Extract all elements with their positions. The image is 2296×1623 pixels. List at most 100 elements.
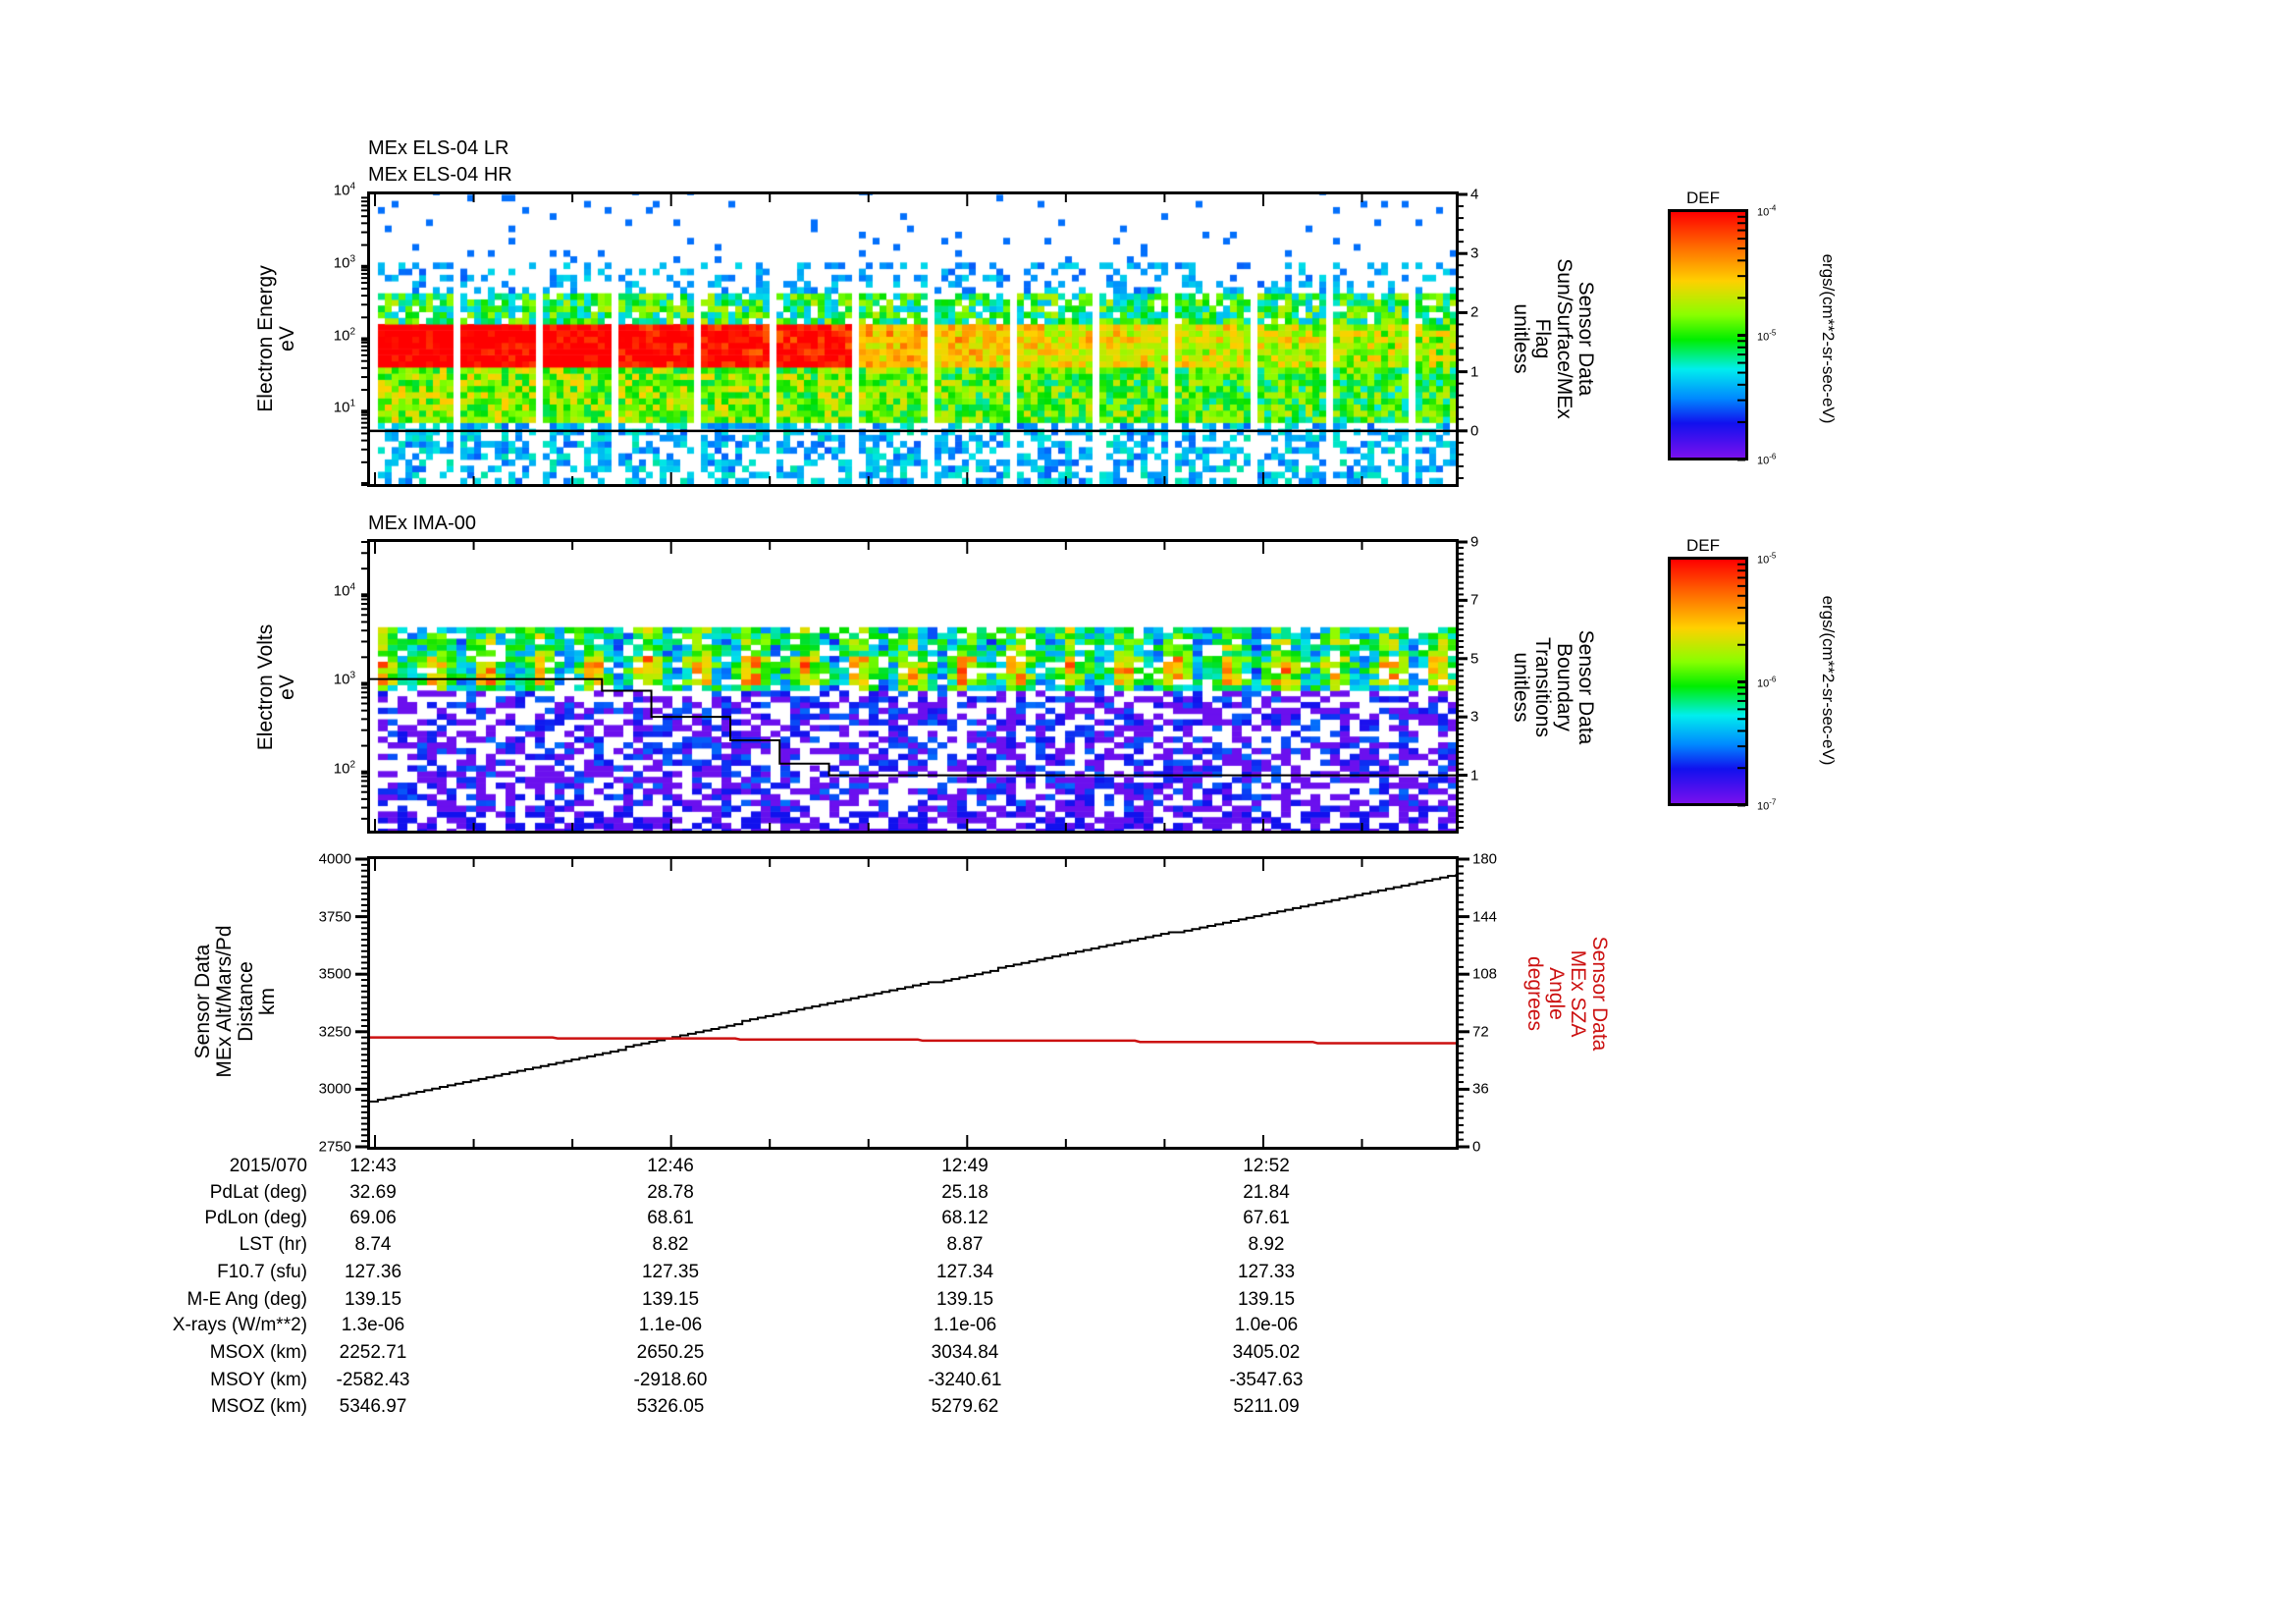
els-colorbar-title: DEF bbox=[1686, 189, 1720, 207]
table-cell: 127.36 bbox=[344, 1262, 402, 1282]
orbit-line-plot bbox=[367, 856, 1459, 1150]
orbit-y-tick-label: 3000 bbox=[318, 1080, 351, 1098]
table-row-label: X-rays (W/m**2) bbox=[172, 1315, 307, 1335]
ima-title: MEx IMA-00 bbox=[368, 513, 477, 534]
els-spectrogram-heatmap bbox=[370, 194, 1456, 484]
time-tick-label: 12:52 bbox=[1243, 1156, 1290, 1176]
orbit-y2-tick-label: 0 bbox=[1472, 1138, 1481, 1156]
table-cell: 5346.97 bbox=[339, 1396, 407, 1417]
table-cell: -3240.61 bbox=[928, 1370, 1002, 1390]
ima-y-tick-label: 103 bbox=[333, 670, 355, 688]
table-row-label: 2015/070 bbox=[229, 1156, 307, 1176]
table-cell: 3034.84 bbox=[931, 1342, 999, 1363]
orbit-y-tick-label: 3250 bbox=[318, 1023, 351, 1041]
table-row-label: MSOX (km) bbox=[209, 1342, 307, 1363]
table-cell: -2582.43 bbox=[336, 1370, 410, 1390]
table-cell: 28.78 bbox=[647, 1182, 694, 1203]
els-y-tick-label: 101 bbox=[333, 398, 355, 416]
table-cell: 139.15 bbox=[641, 1289, 700, 1310]
orbit-y-tick-label: 3500 bbox=[318, 965, 351, 983]
table-cell: 2650.25 bbox=[636, 1342, 705, 1363]
orbit-y-tick-label: 2750 bbox=[318, 1138, 351, 1156]
els-spectrogram-plot bbox=[367, 191, 1459, 487]
els-title-hr: MEx ELS-04 HR bbox=[368, 164, 512, 186]
ima-colorbar-title: DEF bbox=[1686, 536, 1720, 555]
table-row-label: MSOZ (km) bbox=[210, 1396, 307, 1417]
table-cell: 139.15 bbox=[344, 1289, 402, 1310]
table-cell: 5326.05 bbox=[636, 1396, 705, 1417]
table-cell: 21.84 bbox=[1243, 1182, 1290, 1203]
table-row-label: PdLat (deg) bbox=[209, 1182, 307, 1203]
table-cell: 8.82 bbox=[652, 1234, 689, 1255]
table-cell: 139.15 bbox=[935, 1289, 994, 1310]
els-y2-tick-label: 4 bbox=[1470, 186, 1479, 203]
ima-y2-tick-label: 5 bbox=[1470, 650, 1479, 668]
els-y2-tick-label: 1 bbox=[1470, 363, 1479, 381]
table-cell: 8.92 bbox=[1248, 1234, 1285, 1255]
table-cell: 3405.02 bbox=[1232, 1342, 1301, 1363]
ima-y2-tick-label: 7 bbox=[1470, 591, 1479, 609]
orbit-y2-tick-label: 180 bbox=[1472, 850, 1498, 868]
els-y2-tick-label: 0 bbox=[1470, 422, 1479, 440]
orbit-y2-tick-label: 144 bbox=[1472, 908, 1498, 926]
table-cell: 1.3e-06 bbox=[341, 1315, 405, 1335]
ima-y-tick-label: 104 bbox=[333, 581, 355, 600]
table-cell: 1.0e-06 bbox=[1234, 1315, 1299, 1335]
ima-spectrogram-plot bbox=[367, 539, 1459, 834]
ima-y2-tick-label: 3 bbox=[1470, 708, 1479, 726]
ima-colorbar-tick-label: 10-6 bbox=[1757, 675, 1777, 689]
table-row-label: F10.7 (sfu) bbox=[217, 1262, 307, 1282]
ima-spectrogram-heatmap bbox=[370, 542, 1456, 831]
els-y2-tick-label: 3 bbox=[1470, 244, 1479, 262]
ima-colorbar-tick-label: 10-5 bbox=[1757, 551, 1777, 567]
orbit-y2-tick-label: 108 bbox=[1472, 965, 1498, 983]
ima-colorbar bbox=[1668, 557, 1748, 806]
els-colorbar-tick-label: 10-4 bbox=[1757, 203, 1777, 219]
time-tick-label: 12:43 bbox=[349, 1156, 397, 1176]
table-cell: 68.12 bbox=[941, 1208, 988, 1228]
table-cell: 69.06 bbox=[349, 1208, 397, 1228]
altitude-series-line bbox=[370, 874, 1457, 1103]
els-y-tick-label: 102 bbox=[333, 326, 355, 344]
orbit-y-tick-label: 3750 bbox=[318, 908, 351, 926]
time-tick-label: 12:46 bbox=[647, 1156, 694, 1176]
table-row-label: LST (hr) bbox=[239, 1234, 307, 1255]
table-cell: 8.87 bbox=[946, 1234, 984, 1255]
table-cell: 5211.09 bbox=[1233, 1396, 1300, 1417]
orbit-y2-tick-label: 72 bbox=[1472, 1023, 1489, 1041]
table-cell: 1.1e-06 bbox=[638, 1315, 703, 1335]
table-cell: -2918.60 bbox=[633, 1370, 708, 1390]
ima-y2-tick-label: 9 bbox=[1470, 533, 1479, 551]
els-colorbar-tick-label: 10-6 bbox=[1757, 452, 1777, 467]
orbit-y2-tick-label: 36 bbox=[1472, 1080, 1489, 1098]
table-row-label: MSOY (km) bbox=[210, 1370, 307, 1390]
els-colorbar-tick-label: 10-5 bbox=[1757, 328, 1777, 343]
orbit-y-tick-label: 4000 bbox=[318, 850, 351, 868]
time-tick-label: 12:49 bbox=[941, 1156, 988, 1176]
sza-series-line bbox=[370, 1036, 1456, 1045]
table-cell: -3547.63 bbox=[1229, 1370, 1304, 1390]
table-cell: 127.35 bbox=[641, 1262, 700, 1282]
table-row-label: M-E Ang (deg) bbox=[187, 1289, 308, 1310]
table-cell: 127.34 bbox=[935, 1262, 994, 1282]
table-cell: 25.18 bbox=[941, 1182, 988, 1203]
ima-colorbar-tick-label: 10-7 bbox=[1757, 797, 1777, 813]
els-colorbar bbox=[1668, 209, 1748, 460]
els-title-lr: MEx ELS-04 LR bbox=[368, 137, 509, 159]
table-cell: 5279.62 bbox=[931, 1396, 999, 1417]
els-y2-tick-label: 2 bbox=[1470, 303, 1479, 321]
table-cell: 68.61 bbox=[647, 1208, 694, 1228]
table-cell: 32.69 bbox=[349, 1182, 397, 1203]
boundary-transitions-line bbox=[370, 677, 1456, 777]
table-cell: 2252.71 bbox=[339, 1342, 407, 1363]
els-y-tick-label: 103 bbox=[333, 253, 355, 272]
table-row-label: PdLon (deg) bbox=[204, 1208, 307, 1228]
table-cell: 67.61 bbox=[1243, 1208, 1290, 1228]
ima-y2-tick-label: 1 bbox=[1470, 767, 1479, 784]
table-cell: 8.74 bbox=[354, 1234, 392, 1255]
table-cell: 127.33 bbox=[1237, 1262, 1296, 1282]
table-cell: 139.15 bbox=[1237, 1289, 1296, 1310]
ima-y-tick-label: 102 bbox=[333, 759, 355, 778]
table-cell: 1.1e-06 bbox=[933, 1315, 997, 1335]
